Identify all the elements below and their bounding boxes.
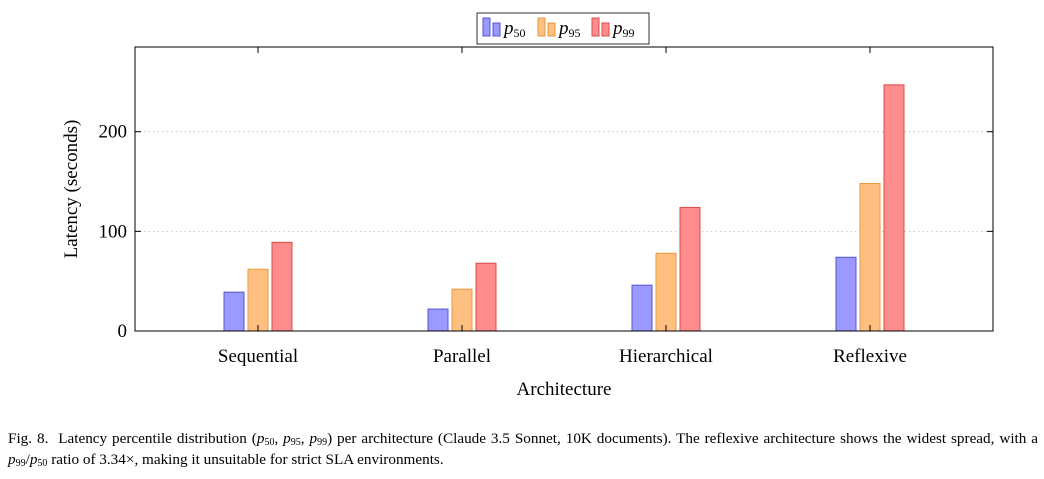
bar-p50-reflexive: [835, 256, 857, 332]
y-tick-label: 200: [99, 122, 128, 143]
figure-caption: Fig. 8. Latency percentile distribution …: [8, 430, 1039, 469]
x-tick-label-parallel: Parallel: [433, 346, 491, 367]
legend-swatch-p99-a: [591, 17, 600, 37]
caption-text-2: ) per architecture (Claude 3.5 Sonnet, 1…: [327, 430, 1039, 447]
x-axis-title: Architecture: [517, 379, 612, 400]
bar-p50-hierarchical: [631, 284, 653, 332]
tick-labels: 0 100 200 Sequential Parallel Hierarchical Ref…: [99, 122, 907, 367]
caption-text-1: Latency percentile distribution (: [58, 430, 257, 447]
bar-p95-parallel: [451, 288, 473, 332]
bar-p99-parallel: [475, 262, 497, 332]
caption-label: Fig. 8.: [8, 430, 49, 447]
bar-p99-sequential: [271, 241, 293, 332]
bar-p50-sequential: [223, 291, 245, 332]
x-tick-label-hierarchical: Hierarchical: [619, 346, 713, 367]
bar-p99-reflexive: [883, 84, 905, 332]
legend-label-p50: p50: [502, 18, 526, 40]
legend-swatch-p50-a: [482, 17, 491, 37]
axis-ticks: [135, 47, 993, 332]
latency-bar-chart: 0 100 200 Sequential Parallel Hierarchical Ref…: [61, 12, 994, 400]
bars: [223, 84, 905, 332]
legend-label-p95: p95: [557, 18, 581, 40]
x-tick-label-reflexive: Reflexive: [833, 346, 907, 367]
plot-frame: [134, 46, 994, 332]
legend: p50 p95 p99: [476, 12, 650, 45]
legend-swatch-p99-b: [601, 22, 610, 37]
bar-p95-sequential: [247, 268, 269, 332]
legend-swatch-p50-b: [492, 22, 501, 37]
legend-box: [476, 12, 650, 45]
bar-p50-parallel: [427, 308, 449, 332]
x-tick-label-sequential: Sequential: [218, 346, 298, 367]
legend-swatch-p95-b: [547, 22, 556, 37]
bar-p95-reflexive: [859, 183, 881, 332]
grid-lines: [135, 131, 993, 232]
bar-p99-hierarchical: [679, 206, 701, 332]
legend-label-p99: p99: [611, 18, 635, 40]
y-tick-label: 100: [99, 221, 128, 242]
legend-swatch-p95-a: [537, 17, 546, 37]
bar-p95-hierarchical: [655, 252, 677, 332]
y-tick-label: 0: [118, 321, 128, 342]
caption-text-3: ratio of 3.34×, making it unsuitable for…: [47, 451, 444, 468]
y-axis-title: Latency (seconds): [61, 120, 82, 259]
